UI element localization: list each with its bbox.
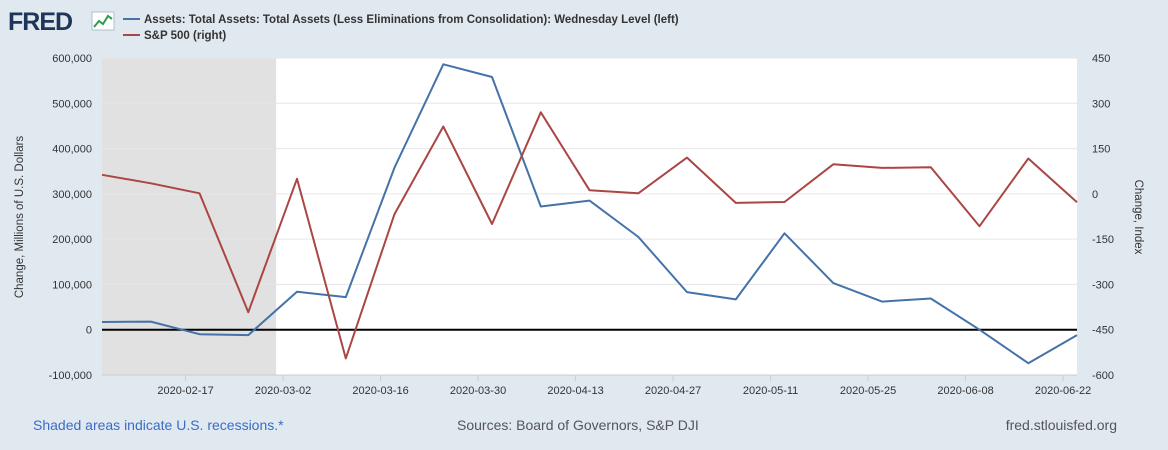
data-point-assets[interactable] [928,296,933,301]
data-point-sp500[interactable] [441,124,446,129]
fred-logo-text: FRED [8,8,72,36]
x-tick-label: 2020-06-22 [1035,385,1091,397]
data-point-assets[interactable] [587,198,592,203]
legend-item-assets[interactable]: Assets: Total Assets: Total Assets (Less… [123,14,679,26]
legend: Assets: Total Assets: Total Assets (Less… [123,14,679,42]
x-tick-label: 2020-04-27 [645,385,701,397]
data-point-assets[interactable] [392,165,397,170]
x-tick-label: 2020-02-17 [157,385,213,397]
y-right-tick-label: 450 [1092,53,1110,65]
y-left-tick-label: 600,000 [52,53,92,65]
data-point-assets[interactable] [295,289,300,294]
x-tick-label: 2020-05-11 [743,385,798,397]
data-point-sp500[interactable] [636,191,641,196]
data-point-sp500[interactable] [148,181,153,186]
data-point-assets[interactable] [197,332,202,337]
y-left-tick-label: 100,000 [52,279,92,291]
x-tick-label: 2020-03-30 [450,385,506,397]
y-right-tick-label: -600 [1092,370,1114,382]
data-point-sp500[interactable] [831,162,836,167]
y-right-tick-label: -450 [1092,325,1114,337]
x-tick-label: 2020-05-25 [840,385,896,397]
recession-shade [102,58,277,375]
plot-area: 2020-02-17 2020-03-02 2020-03-16 2020-03-30… [49,53,1114,397]
data-point-sp500[interactable] [733,200,738,205]
y-left-tick-label: 300,000 [52,189,92,201]
legend-item-sp500[interactable]: S&P 500 (right) [123,30,226,42]
data-point-sp500[interactable] [343,356,348,361]
data-point-assets[interactable] [1026,361,1031,366]
data-point-assets[interactable] [246,333,251,338]
y-axis-right: 450 300 150 0 -150 -300 -450 -600 [1092,53,1114,382]
data-point-sp500[interactable] [100,172,105,177]
recession-note-link[interactable]: Shaded areas indicate U.S. recessions.* [33,417,284,433]
x-tick-label: 2020-03-16 [352,385,408,397]
series-layer [100,62,1080,366]
site-url[interactable]: fred.stlouisfed.org [1006,417,1117,433]
data-point-assets[interactable] [538,204,543,209]
y-right-tick-label: 300 [1092,98,1110,110]
data-point-sp500[interactable] [928,165,933,170]
data-point-assets[interactable] [880,299,885,304]
data-point-assets[interactable] [100,320,105,325]
data-point-sp500[interactable] [1026,156,1031,161]
legend-label-assets: Assets: Total Assets: Total Assets (Less… [144,14,679,26]
data-point-sp500[interactable] [295,176,300,181]
data-point-sp500[interactable] [197,191,202,196]
series-line-assets [101,63,1078,365]
fred-logo[interactable]: FRED [8,8,115,36]
data-point-sp500[interactable] [685,155,690,160]
y-left-tick-label: 500,000 [52,98,92,110]
fred-logo-graph-icon [91,11,115,31]
data-point-sp500[interactable] [490,222,495,227]
sources-text: Sources: Board of Governors, S&P DJI [457,417,699,433]
data-point-sp500[interactable] [392,212,397,217]
data-point-assets[interactable] [490,75,495,80]
data-point-sp500[interactable] [538,110,543,115]
y-axis-right-title: Change, Index [1132,180,1144,255]
data-point-assets[interactable] [148,319,153,324]
y-axis-left-title: Change, Millions of U.S. Dollars [14,136,26,299]
y-right-tick-label: -300 [1092,279,1114,291]
y-right-tick-label: 150 [1092,144,1110,156]
data-point-sp500[interactable] [246,310,251,315]
data-point-assets[interactable] [733,297,738,302]
y-axis-left: 600,000 500,000 400,000 300,000 200,000 100,0… [49,53,92,382]
x-tick-label: 2020-06-08 [937,385,993,397]
data-point-assets[interactable] [636,234,641,239]
series-line-sp500 [101,111,1078,360]
data-point-sp500[interactable] [782,200,787,205]
y-left-tick-label: -100,000 [49,370,92,382]
x-axis: 2020-02-17 2020-03-02 2020-03-16 2020-03-30… [102,374,1091,397]
y-right-tick-label: -150 [1092,234,1114,246]
fred-logo-trend-line [93,14,113,28]
y-left-tick-label: 400,000 [52,144,92,156]
y-left-tick-label: 200,000 [52,234,92,246]
data-point-assets[interactable] [782,231,787,236]
data-point-assets[interactable] [831,281,836,286]
data-point-sp500[interactable] [977,224,982,229]
y-left-tick-label: 0 [86,325,92,337]
data-point-assets[interactable] [1075,333,1080,338]
data-point-assets[interactable] [685,290,690,295]
data-point-sp500[interactable] [587,188,592,193]
legend-label-sp500: S&P 500 (right) [144,30,226,42]
data-point-assets[interactable] [343,295,348,300]
data-point-assets[interactable] [977,327,982,332]
y-right-tick-label: 0 [1092,189,1098,201]
x-tick-label: 2020-04-13 [547,385,603,397]
x-tick-label: 2020-03-02 [255,385,311,397]
data-point-assets[interactable] [441,62,446,67]
data-point-sp500[interactable] [1075,200,1080,205]
data-point-sp500[interactable] [880,165,885,170]
